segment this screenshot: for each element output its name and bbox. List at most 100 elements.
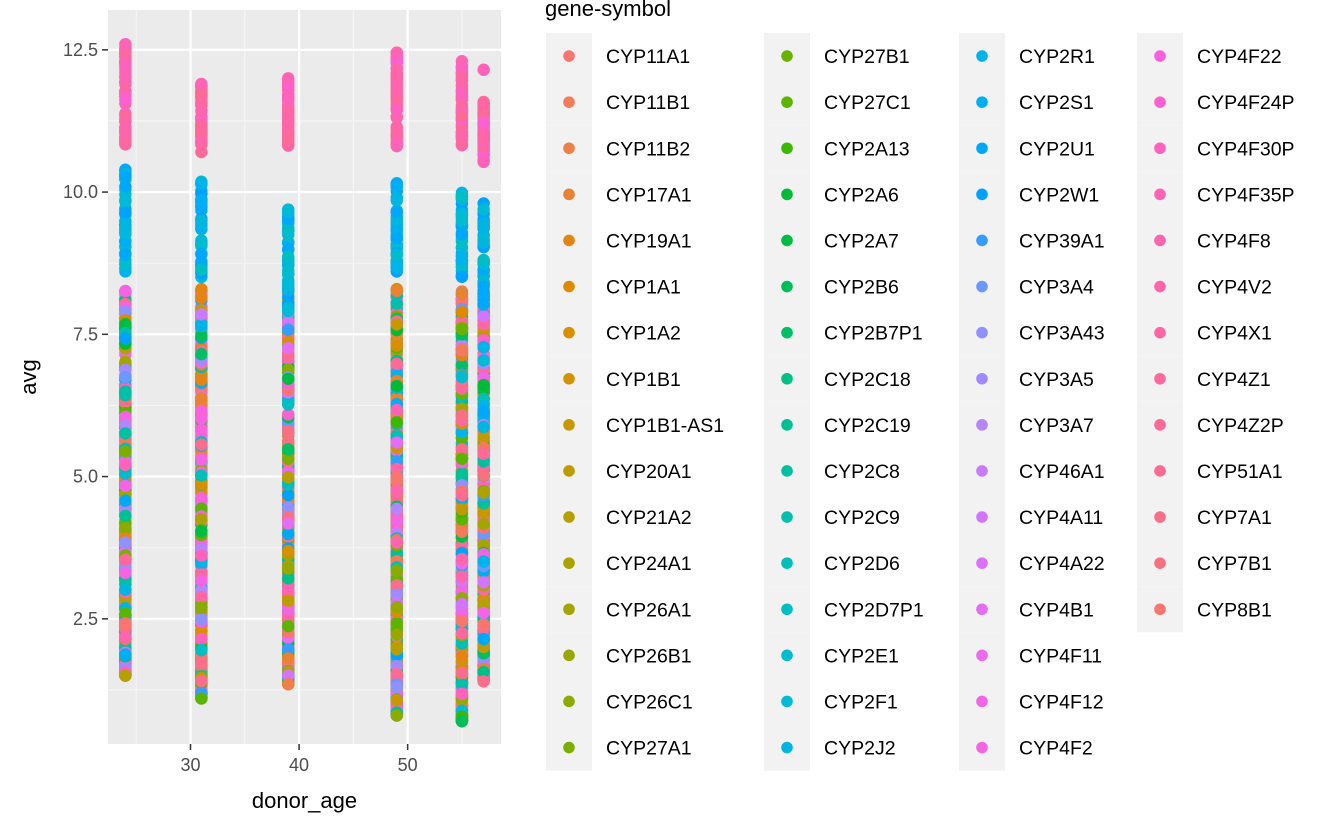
data-point [390, 284, 403, 298]
data-point [390, 600, 403, 614]
legend-item: CYP51A1 [1137, 447, 1283, 494]
legend-key-dot [976, 649, 988, 662]
data-point [282, 72, 295, 85]
legend-key-dot [976, 511, 988, 523]
data-point [282, 544, 295, 558]
legend-key-dot [976, 465, 988, 477]
data-point [455, 86, 469, 100]
legend-label: CYP4B1 [1019, 599, 1094, 621]
legend-item: CYP2A7 [764, 217, 899, 264]
data-point [119, 180, 132, 193]
legend-item: CYP39A1 [959, 217, 1105, 264]
data-point [195, 392, 208, 405]
legend-key-dot [563, 326, 575, 339]
data-point [390, 297, 403, 310]
data-point [282, 250, 295, 263]
legend-key-dot [976, 96, 988, 108]
data-point [455, 443, 469, 456]
data-point [477, 116, 490, 129]
data-point [390, 46, 403, 59]
legend-item: CYP2S1 [959, 79, 1094, 126]
legend-item: CYP27B1 [764, 33, 910, 80]
legend-item: CYP2J2 [764, 724, 896, 771]
y-tick-label: 2.5 [73, 609, 98, 629]
legend-label: CYP3A5 [1019, 369, 1094, 391]
data-point [477, 354, 490, 367]
plot-panel [108, 10, 501, 744]
data-point [119, 136, 132, 150]
data-point [390, 536, 403, 549]
data-point [195, 95, 208, 108]
data-point [119, 631, 132, 644]
data-point [119, 108, 132, 122]
data-point [477, 236, 490, 249]
data-point [119, 222, 132, 236]
x-axis: 30 40 50 [180, 744, 418, 775]
legend-item: CYP20A1 [546, 447, 692, 494]
data-point [455, 715, 469, 728]
data-point [195, 291, 208, 304]
data-point [282, 303, 295, 316]
data-point [455, 214, 469, 227]
data-point [119, 445, 132, 458]
legend-label: CYP20A1 [606, 461, 692, 483]
legend-label: CYP4F8 [1197, 230, 1271, 252]
data-point [119, 479, 132, 493]
data-point [477, 632, 490, 646]
data-point [282, 669, 295, 682]
data-point [195, 632, 208, 646]
legend-item: CYP4A22 [959, 540, 1105, 587]
data-point [119, 194, 132, 207]
legend-label: CYP7A1 [1197, 507, 1272, 529]
data-point [195, 438, 208, 451]
data-point [195, 134, 208, 147]
data-point [477, 63, 490, 76]
data-point [282, 323, 295, 336]
legend-label: CYP4F12 [1019, 691, 1104, 713]
data-point [455, 525, 469, 538]
legend-key-dot [563, 649, 575, 662]
data-point [477, 154, 490, 168]
legend-label: CYP1B1 [606, 369, 681, 391]
data-point [282, 278, 295, 292]
legend-item: CYP17A1 [546, 171, 692, 218]
legend-label: CYP21A2 [606, 507, 692, 529]
data-point [119, 71, 132, 85]
legend-item: CYP4Z2P [1137, 401, 1284, 448]
legend-item: CYP27C1 [764, 79, 911, 126]
legend-key-dot [563, 234, 575, 247]
legend-key-dot [1154, 280, 1166, 293]
data-point [195, 469, 208, 482]
legend-label: CYP3A43 [1019, 323, 1105, 345]
legend-item: CYP1A2 [546, 309, 681, 356]
data-point [455, 370, 469, 384]
data-point [390, 259, 403, 273]
legend-label: CYP4Z1 [1197, 369, 1271, 391]
data-point [119, 37, 132, 51]
legend-key-dot [781, 603, 793, 616]
data-point [390, 77, 403, 90]
legend-key-dot [1154, 511, 1166, 523]
data-point [282, 678, 295, 691]
data-point [282, 102, 295, 116]
legend-label: CYP2E1 [824, 645, 899, 667]
legend-label: CYP4F30P [1197, 138, 1295, 160]
legend-key-dot [976, 142, 988, 155]
data-point [119, 458, 132, 472]
legend-label: CYP2C9 [824, 507, 900, 529]
data-point [119, 536, 132, 549]
legend-item: CYP11A1 [546, 33, 690, 80]
data-point [195, 217, 208, 230]
legend: CYP11A1 CYP11B1 CYP11B2 CYP17A1 CYP19A1 CYP1A… [546, 33, 1295, 771]
data-point [282, 619, 295, 633]
data-point [477, 576, 490, 589]
data-point [477, 284, 490, 298]
legend-key-dot [781, 372, 793, 385]
legend-item: CYP11B2 [546, 125, 690, 172]
legend-item: CYP21A2 [546, 494, 692, 541]
data-point [195, 491, 208, 505]
data-point [390, 436, 403, 449]
data-point [119, 258, 132, 271]
data-point [477, 405, 490, 419]
grid-major [108, 10, 501, 744]
